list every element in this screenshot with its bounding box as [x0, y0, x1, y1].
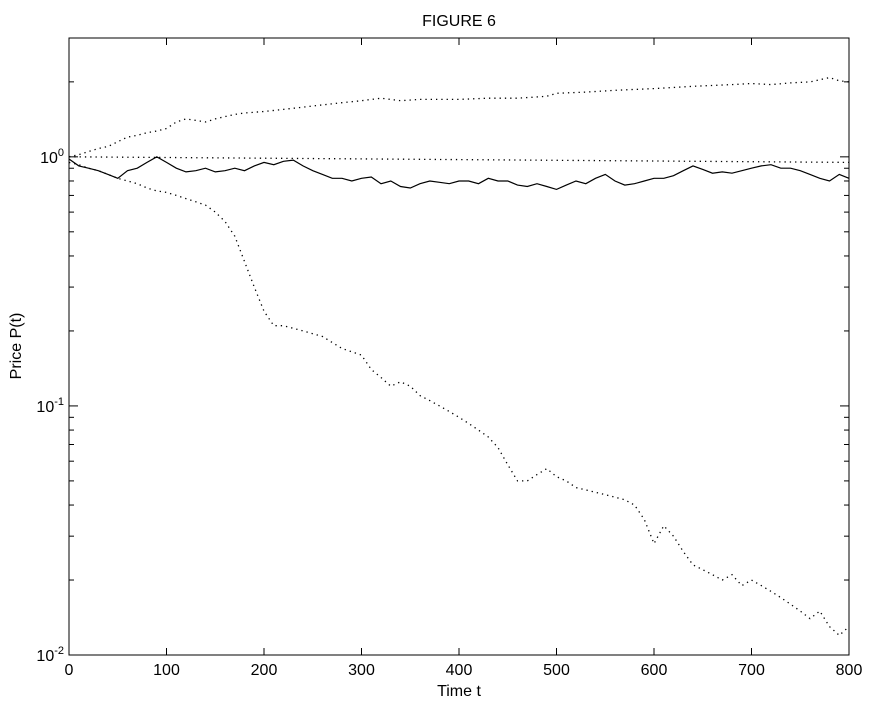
x-tick-label: 300 — [348, 662, 375, 679]
series-3-line — [68, 156, 850, 191]
x-tick-label: 100 — [153, 662, 180, 679]
x-tick-label: 700 — [738, 662, 765, 679]
y-tick-label: 10-1 — [36, 396, 64, 416]
y-tick-label: 100 — [40, 147, 64, 167]
chart-title: FIGURE 6 — [422, 13, 496, 30]
series-layer — [68, 76, 850, 637]
y-axis-label: Price P(t) — [8, 313, 25, 380]
y-tick-label: 10-2 — [36, 645, 64, 665]
x-tick-label: 200 — [251, 662, 278, 679]
series-1-line — [68, 76, 850, 158]
x-tick-label: 500 — [543, 662, 570, 679]
x-tick-label: 400 — [446, 662, 473, 679]
series-2-line — [68, 156, 850, 164]
ticks-layer: 0 100 200 300 400 500 600 700 800 10-2 10-1 100 — [36, 38, 862, 679]
x-axis-label: Time t — [437, 683, 481, 700]
series-4-line — [68, 161, 850, 637]
x-tick-label: 800 — [836, 662, 863, 679]
plot-frame — [68, 37, 850, 656]
x-tick-label: 0 — [65, 662, 74, 679]
x-tick-label: 600 — [641, 662, 668, 679]
